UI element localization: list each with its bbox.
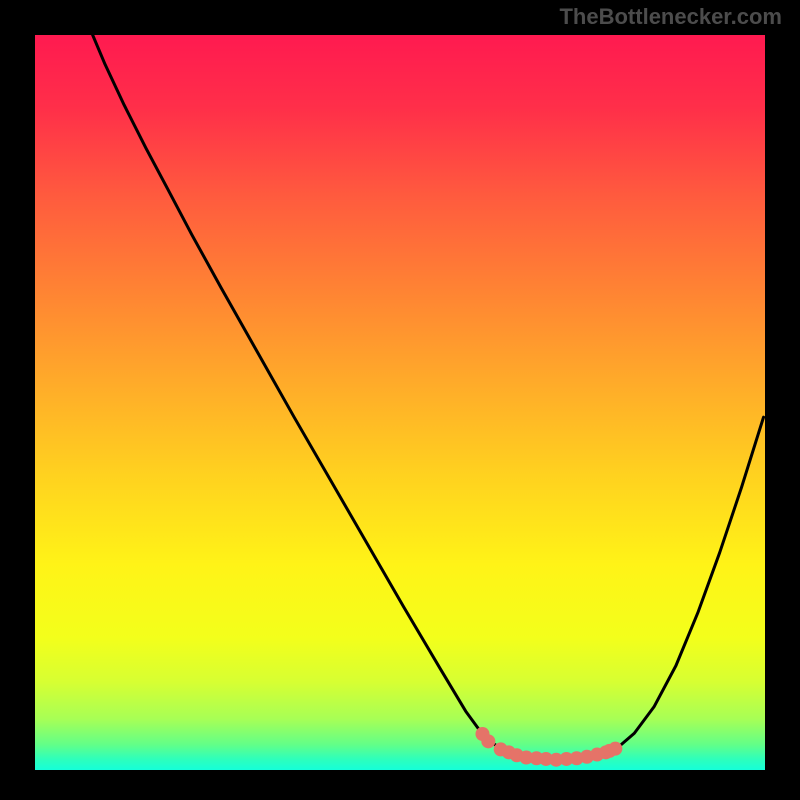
chart-svg	[35, 35, 765, 770]
watermark: TheBottlenecker.com	[559, 4, 782, 30]
plot-area	[35, 35, 765, 770]
data-marker	[608, 742, 622, 756]
data-marker	[481, 734, 495, 748]
